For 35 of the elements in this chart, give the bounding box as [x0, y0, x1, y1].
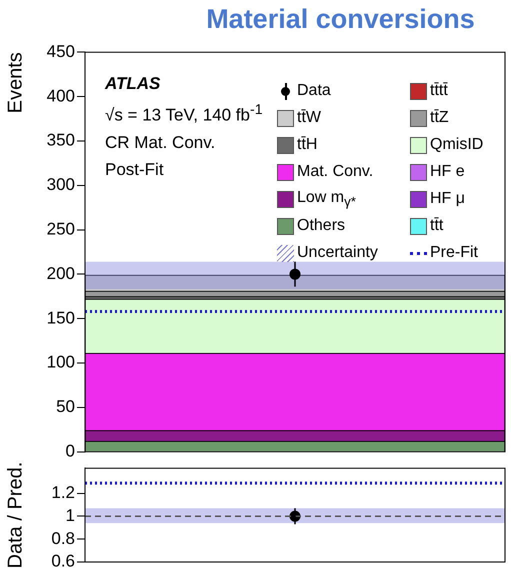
legend-label: Others [297, 217, 346, 235]
legend-label: HF e [430, 163, 465, 181]
y-tick-label: 250 [46, 219, 75, 238]
y-tick-label: 1.2 [51, 483, 75, 502]
y-tick-label: 200 [46, 264, 75, 283]
legend-label: tt̄t [430, 217, 444, 235]
legend-label: tt̄tt̄ [430, 82, 448, 100]
legend-label: Mat. Conv. [297, 163, 374, 181]
legend-label: tt̄W [297, 109, 321, 127]
y-tick-label: 150 [46, 308, 75, 328]
y-tick-label: 400 [46, 86, 75, 106]
legend-label: Pre-Fit [430, 244, 478, 262]
y-tick-label: 450 [46, 42, 75, 61]
y-tick-label: 1 [66, 506, 75, 525]
legend-label: Low m$_{γ*}$ [297, 188, 356, 210]
legend-label: tt̄Z [430, 109, 449, 127]
chart-title: Material conversions [205, 4, 476, 35]
y-tick-label: 0.6 [51, 552, 75, 571]
legend-label: Data [297, 82, 331, 100]
legend-label: QmisID [430, 136, 484, 154]
legend-label: HF μ [430, 190, 465, 208]
y-tick-label: 50 [56, 397, 75, 416]
y-tick-label: 350 [46, 130, 75, 150]
legend-label: tt̄H [297, 136, 318, 154]
y-tick-label: 0.8 [51, 528, 75, 548]
annotation: √s = 13 TeV, 140 fb$^{-1}$ [105, 101, 263, 127]
annotation: Post-Fit [105, 158, 165, 181]
band-label: Uncertainty [297, 244, 378, 262]
y-tick-label: 0 [66, 441, 75, 460]
annotation: CR Mat. Conv. [105, 132, 216, 154]
y-axis-title: Data / Pred. [4, 462, 27, 568]
y-tick-label: 100 [46, 352, 75, 372]
annotation: ATLAS [105, 73, 162, 95]
y-tick-label: 300 [46, 175, 75, 194]
y-axis-title: Events [4, 52, 27, 114]
